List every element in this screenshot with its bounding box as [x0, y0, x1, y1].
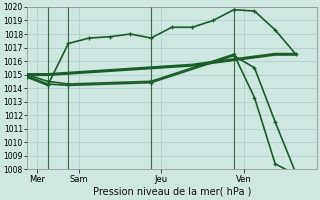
X-axis label: Pression niveau de la mer( hPa ): Pression niveau de la mer( hPa ): [92, 187, 251, 197]
